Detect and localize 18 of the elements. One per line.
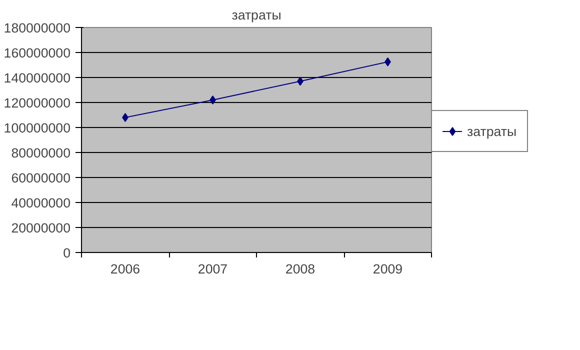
y-tick-label: 100000000 [4,120,71,136]
y-tick-label: 160000000 [4,46,71,60]
y-tick-label: 120000000 [4,96,71,110]
y-tick-label: 180000000 [4,20,71,36]
point [122,113,128,122]
x-tick-label: 2006 [110,262,140,276]
y-tick-label: 140000000 [4,70,71,86]
chart-title: затраты [232,8,282,22]
y-tick-label: 60000000 [11,170,71,186]
y-tick-label: 80000000 [11,146,71,160]
y-tick-label: 0 [63,246,71,260]
y-tick-label: 40000000 [11,196,71,210]
legend-label: затраты [467,124,517,138]
x-tick-label: 2009 [372,262,403,276]
y-tick-label: 20000000 [11,220,71,236]
x-tick-label: 2008 [285,262,316,276]
x-tick-label: 2007 [198,262,228,276]
point [210,96,216,104]
